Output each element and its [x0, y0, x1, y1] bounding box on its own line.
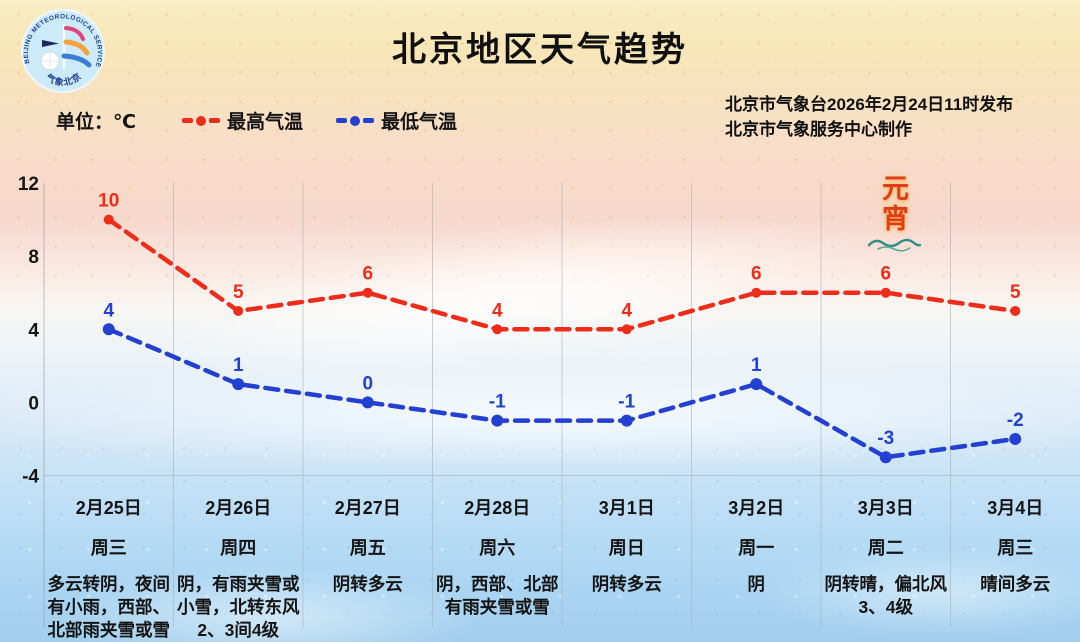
forecast-date: 3月4日: [987, 498, 1044, 518]
y-axis-tick-label: 8: [28, 247, 39, 268]
forecast-weekday: 周四: [220, 538, 257, 558]
forecast-weekday: 周一: [738, 538, 775, 558]
forecast-date: 2月27日: [334, 498, 401, 518]
forecast-date: 2月28日: [464, 498, 531, 518]
data-point: [361, 396, 374, 409]
forecast-weekday: 周六: [479, 538, 516, 558]
forecast-date: 3月1日: [598, 498, 655, 518]
data-point: [233, 305, 244, 316]
forecast-day-column: 2月28日周六阴，西部、北部有雨夹雪或雪: [433, 494, 563, 642]
legend-label-high: 最高气温: [227, 112, 304, 133]
unit-label: 单位：℃: [56, 112, 137, 133]
forecast-description: 阴转多云: [332, 574, 403, 594]
publisher-info: 北京市气象台2026年2月24日11时发布 北京市气象服务中心制作: [725, 92, 1013, 142]
data-point: [362, 287, 373, 298]
forecast-weekday: 周三: [997, 538, 1034, 558]
data-label: -2: [1007, 410, 1024, 431]
data-point: [492, 324, 503, 335]
data-label: 5: [1010, 282, 1021, 303]
data-point: [621, 324, 632, 335]
data-label: 10: [98, 191, 119, 212]
legend-item-low-temp: 最低气温: [336, 107, 457, 134]
data-label: 6: [751, 264, 762, 285]
data-point: [232, 378, 245, 391]
data-point: [103, 214, 114, 225]
y-axis-tick-label: 4: [28, 320, 39, 341]
forecast-date: 3月2日: [728, 498, 785, 518]
series-line-high: [106, 217, 1018, 332]
data-label: -1: [489, 392, 506, 413]
data-label: 5: [233, 282, 244, 303]
forecast-date: 3月3日: [857, 498, 914, 518]
data-point: [102, 323, 115, 336]
forecast-description: 阴，有雨夹雪或小雪，北转东风2、3间4级: [177, 574, 300, 640]
series-line-low: [106, 327, 1018, 460]
festival-wave-icon: [867, 238, 922, 252]
forecast-description: 阴: [747, 574, 766, 594]
forecast-day-column: 2月27日周五阴转多云: [303, 494, 433, 642]
data-point: [880, 287, 891, 298]
forecast-day-column: 3月3日周二阴转晴，偏北风3、4级: [821, 494, 951, 642]
forecast-date: 2月26日: [205, 498, 272, 518]
logo-dome-lattice: [41, 52, 59, 70]
forecast-description: 阴转晴，偏北风3、4级: [824, 574, 948, 617]
red-dashed-line-icon: [182, 115, 221, 126]
data-label: 0: [362, 373, 373, 394]
data-point: [879, 451, 892, 464]
issued-line-1: 北京市气象台2026年2月24日11时发布: [725, 95, 1014, 114]
issued-line-2: 北京市气象服务中心制作: [725, 120, 912, 139]
forecast-date: 2月25日: [75, 498, 142, 518]
data-label: -1: [618, 392, 635, 413]
data-point: [1010, 305, 1021, 316]
data-label: 4: [621, 300, 632, 321]
data-label: 6: [362, 264, 373, 285]
forecast-day-column: 3月2日周一阴: [692, 494, 822, 642]
data-label: -3: [877, 428, 894, 449]
data-label: 6: [880, 264, 891, 285]
forecast-description: 多云转阴，夜间有小雨，西部、北部雨夹雪或雪: [47, 574, 171, 640]
forecast-description: 晴间多云: [980, 574, 1051, 594]
forecast-day-column: 2月26日周四阴，有雨夹雪或小雪，北转东风2、3间4级: [174, 494, 304, 642]
legend-item-high-temp: 最高气温: [182, 107, 303, 134]
logo-stripe-pink: [64, 26, 85, 41]
data-point: [620, 414, 633, 427]
forecast-description: 阴转多云: [591, 574, 662, 594]
page-title: 北京地区天气趋势: [392, 31, 688, 69]
data-point: [750, 378, 763, 391]
data-point: [491, 414, 504, 427]
forecast-weekday: 周五: [349, 538, 386, 558]
forecast-weekday: 周三: [90, 538, 127, 558]
logo-stripe-blue: [61, 53, 92, 68]
y-axis-tick-label: 0: [28, 393, 39, 414]
forecast-weekday: 周日: [608, 538, 645, 558]
y-axis-tick-label: 12: [18, 174, 39, 195]
data-label: 4: [103, 300, 114, 321]
logo-stripe-orange: [63, 39, 90, 56]
beijing-meteorological-service-logo: BEIJING METEOROLOGICAL SERVICE 气象北京: [21, 9, 105, 93]
legend-label-low: 最低气温: [381, 112, 458, 133]
data-point: [751, 287, 762, 298]
data-label: 4: [492, 300, 503, 321]
forecast-description: 阴，西部、北部有雨夹雪或雪: [436, 574, 559, 617]
forecast-day-column: 2月25日周三多云转阴，夜间有小雨，西部、北部雨夹雪或雪: [44, 494, 174, 642]
data-label: 1: [751, 355, 762, 376]
lantern-festival-artwork: 元宵: [878, 174, 908, 234]
forecast-weekday: 周二: [867, 538, 904, 558]
logo-wind-vane-arrow: [42, 40, 59, 47]
forecast-day-column: 3月4日周三晴间多云: [951, 494, 1080, 642]
blue-dashed-line-icon: [336, 115, 375, 126]
legend: 单位：℃ 最高气温 最低气温: [56, 107, 490, 134]
y-axis-tick-label: -4: [22, 467, 39, 488]
data-label: 1: [233, 355, 244, 376]
forecast-day-column: 3月1日周日阴转多云: [562, 494, 692, 642]
data-point: [1009, 432, 1022, 445]
forecast-columns: 2月25日 周三 多云转阴，夜间有小雨，西部、北部雨夹雪或雪 2月26日 周四 阴，有雨夹…: [44, 494, 1080, 642]
